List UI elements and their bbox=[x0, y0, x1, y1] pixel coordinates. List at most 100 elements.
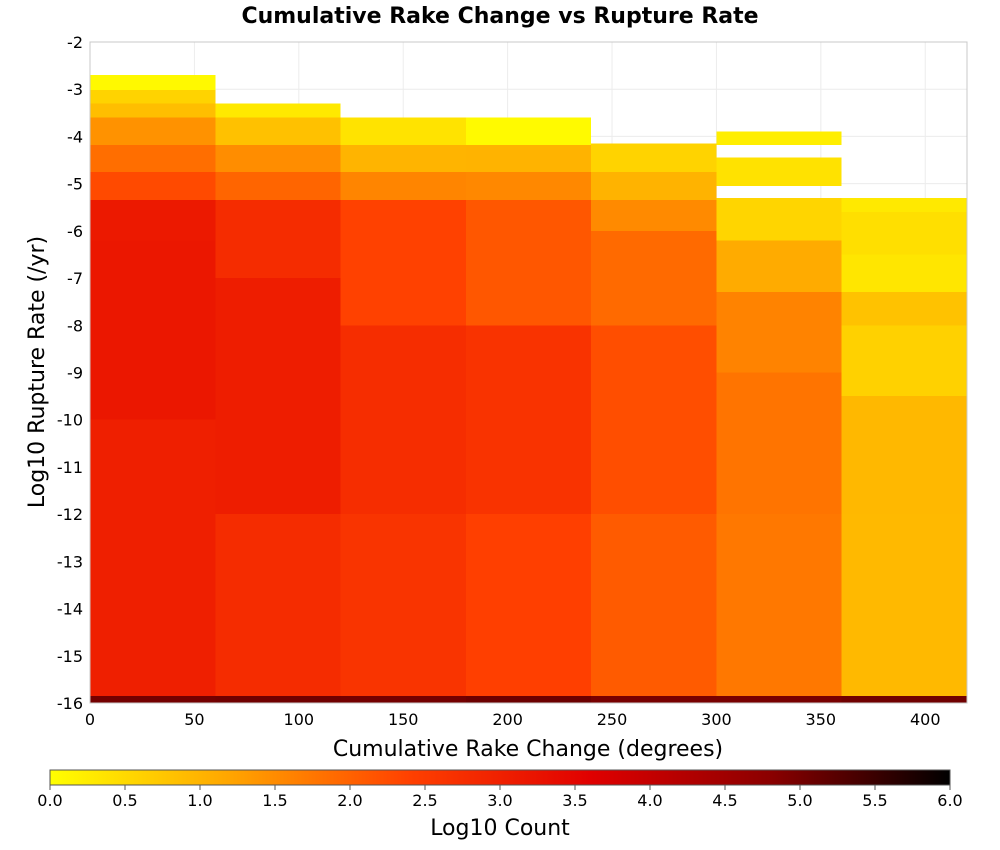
heatmap-cell bbox=[716, 184, 842, 187]
y-tick-label: -6 bbox=[67, 222, 83, 241]
colorbar-label: Log10 Count bbox=[430, 816, 570, 841]
y-tick-label: -10 bbox=[57, 411, 83, 430]
heatmap-cell bbox=[465, 663, 592, 678]
heatmap-cell bbox=[591, 325, 717, 339]
heatmap-cell bbox=[591, 663, 717, 678]
y-tick-label: -12 bbox=[57, 505, 83, 524]
heatmap-cell bbox=[591, 447, 717, 462]
heatmap-cell bbox=[215, 427, 341, 441]
heatmap-cell bbox=[591, 595, 717, 610]
heatmap-cell bbox=[90, 636, 216, 651]
heatmap-cell bbox=[716, 319, 842, 333]
heatmap-cell bbox=[90, 650, 216, 665]
heatmap-cell bbox=[716, 568, 842, 583]
heatmap-cell bbox=[215, 481, 341, 496]
heatmap-cell bbox=[215, 649, 341, 664]
heatmap-cell bbox=[465, 595, 592, 610]
heatmap-cell bbox=[591, 474, 717, 489]
colorbar-tick-label: 4.5 bbox=[712, 791, 737, 810]
heatmap-cell bbox=[340, 308, 466, 323]
heatmap-cell bbox=[591, 200, 717, 214]
heatmap-cell bbox=[841, 211, 967, 226]
heatmap-cell bbox=[340, 433, 466, 448]
heatmap-cell bbox=[465, 240, 592, 255]
heatmap-cell bbox=[716, 541, 842, 555]
heatmap-cell bbox=[716, 131, 842, 145]
heatmap-cell bbox=[716, 253, 842, 268]
heatmap-cell bbox=[340, 609, 466, 623]
heatmap-cell bbox=[591, 170, 717, 172]
heatmap-cell bbox=[465, 488, 592, 502]
heatmap-cell bbox=[340, 501, 466, 515]
heatmap-cell bbox=[716, 649, 842, 664]
x-axis-ticks: 0 50 100 150 200 250 300 350 400 bbox=[85, 710, 941, 729]
heatmap-cell bbox=[90, 198, 216, 201]
heatmap-cell bbox=[841, 268, 967, 282]
heatmap-cell bbox=[90, 131, 216, 145]
heatmap-cell bbox=[716, 554, 842, 569]
heatmap-cell bbox=[465, 690, 592, 696]
heatmap-cell bbox=[465, 501, 592, 515]
heatmap-cell bbox=[465, 171, 592, 186]
heatmap-cell bbox=[841, 622, 967, 637]
y-tick-label: -2 bbox=[67, 33, 83, 52]
heatmap-cell bbox=[841, 450, 967, 464]
heatmap-cell bbox=[90, 623, 216, 637]
heatmap-cell bbox=[465, 281, 592, 296]
heatmap-cell bbox=[716, 622, 842, 637]
heatmap-cell bbox=[716, 332, 842, 347]
y-tick-label: -11 bbox=[57, 458, 83, 477]
heatmap-cell bbox=[215, 171, 341, 186]
heatmap-cell bbox=[591, 554, 717, 569]
heatmap-cell bbox=[215, 332, 341, 346]
heatmap-cell bbox=[591, 541, 717, 555]
y-tick-label: -14 bbox=[57, 600, 83, 619]
heatmap-cell bbox=[591, 143, 717, 158]
heatmap-cell bbox=[465, 622, 592, 637]
heatmap-cell bbox=[215, 117, 341, 132]
heatmap-cell bbox=[90, 75, 216, 89]
heatmap-cell bbox=[90, 335, 216, 349]
heatmap-cell bbox=[215, 131, 341, 145]
heatmap-cell bbox=[340, 622, 466, 637]
heatmap-cell bbox=[340, 158, 466, 172]
heatmap-cell bbox=[841, 695, 967, 703]
heatmap-cell bbox=[215, 554, 341, 569]
heatmap-cell bbox=[591, 609, 717, 623]
heatmap-cell bbox=[591, 198, 717, 201]
heatmap-cell bbox=[340, 695, 466, 703]
heatmap-cell bbox=[215, 254, 341, 269]
heatmap-cell bbox=[591, 338, 717, 353]
heatmap-cell bbox=[465, 677, 592, 691]
heatmap-cell bbox=[340, 213, 466, 228]
heatmap-cell bbox=[215, 468, 341, 482]
heatmap-cell bbox=[215, 240, 341, 255]
y-tick-label: -5 bbox=[67, 175, 83, 194]
heatmap-cell bbox=[90, 677, 216, 692]
heatmap-cell bbox=[90, 460, 216, 475]
heatmap-cell bbox=[591, 393, 717, 407]
heatmap-cell bbox=[340, 541, 466, 555]
heatmap-cell bbox=[591, 298, 717, 313]
heatmap-cell bbox=[841, 396, 967, 410]
heatmap-cell bbox=[215, 663, 341, 678]
heatmap-cell bbox=[716, 211, 842, 225]
heatmap-cell bbox=[716, 240, 842, 254]
heatmap-cell bbox=[340, 322, 466, 326]
heatmap-cell bbox=[340, 185, 466, 199]
y-tick-label: -8 bbox=[67, 316, 83, 335]
heatmap-cell bbox=[215, 158, 341, 172]
heatmap-cell bbox=[90, 103, 216, 117]
heatmap-cell bbox=[841, 292, 967, 306]
y-tick-label: -9 bbox=[67, 364, 83, 383]
heatmap-cell bbox=[215, 386, 341, 401]
heatmap-cell bbox=[90, 117, 216, 132]
heatmap-cell bbox=[340, 352, 466, 367]
heatmap-cell bbox=[841, 197, 967, 212]
heatmap-cell bbox=[841, 436, 967, 451]
heatmap-cell bbox=[465, 322, 592, 326]
heatmap-cell bbox=[841, 409, 967, 424]
heatmap-cell bbox=[465, 254, 592, 269]
heatmap-cell bbox=[465, 158, 592, 172]
heatmap-cell bbox=[465, 474, 592, 489]
